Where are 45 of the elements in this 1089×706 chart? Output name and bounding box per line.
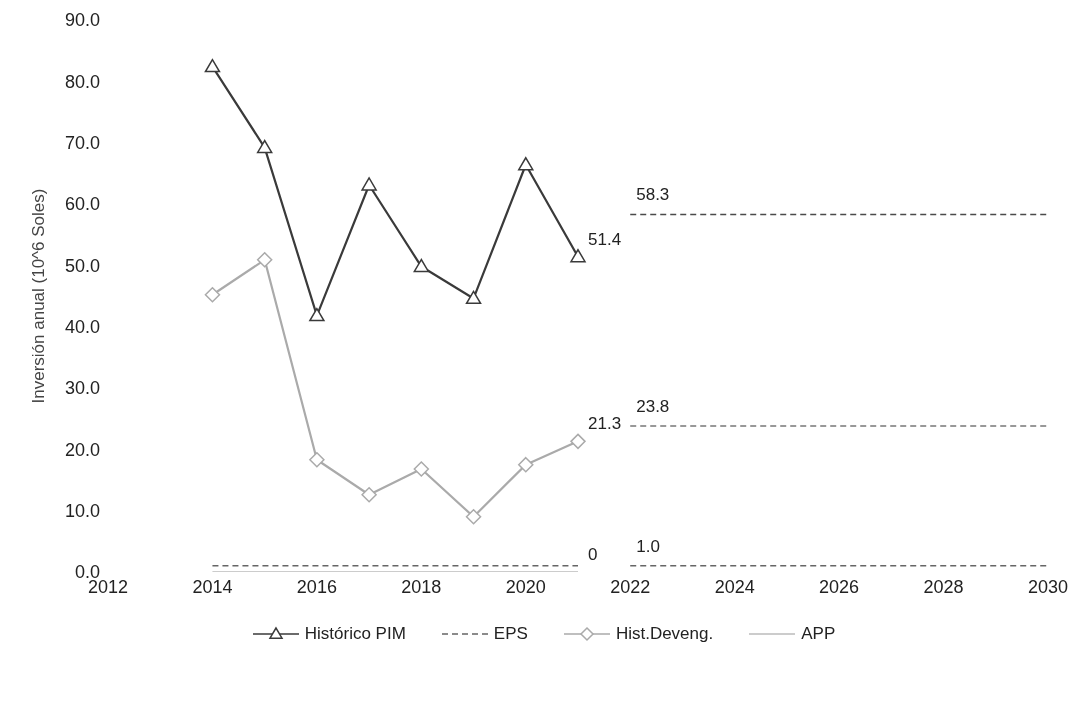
y-tick-label: 60.0 (64, 194, 100, 215)
legend-label: EPS (493, 624, 528, 644)
y-tick-label: 10.0 (64, 501, 100, 522)
y-tick-label: 70.0 (64, 133, 100, 154)
data-label: 0 (588, 545, 598, 564)
data-label: 1.0 (636, 536, 660, 556)
y-tick-label: 20.0 (64, 439, 100, 460)
x-tick-label: 2026 (819, 576, 860, 597)
point (204, 58, 221, 73)
point (256, 139, 273, 154)
x-tick-label: 2024 (714, 576, 755, 597)
data-label: 23.8 (636, 397, 670, 417)
point (570, 249, 586, 263)
point (413, 461, 430, 477)
x-tick-label: 2022 (610, 576, 651, 597)
y-tick-label: 30.0 (64, 378, 100, 399)
y-tick-label: 50.0 (64, 255, 100, 276)
point (465, 509, 482, 525)
data-label: 51.4 (588, 229, 622, 249)
x-tick-label: 2020 (505, 576, 546, 597)
point (518, 456, 534, 473)
x-tick-label: 2014 (192, 576, 233, 597)
x-tick-label: 2030 (1027, 576, 1069, 597)
legend-label: APP (801, 624, 836, 644)
y-tick-label: 80.0 (64, 71, 100, 92)
point (256, 252, 273, 268)
x-tick-label: 2028 (923, 576, 964, 597)
point (570, 433, 586, 450)
x-tick-label: 2016 (296, 576, 337, 597)
point (518, 157, 534, 171)
legend-label: Histórico PIM (304, 624, 406, 644)
point (413, 258, 430, 273)
data-label: 21.3 (588, 414, 622, 434)
point (361, 177, 377, 191)
point (361, 486, 377, 503)
x-tick-label: 2018 (401, 576, 442, 597)
y-tick-label: 40.0 (64, 317, 100, 338)
point (309, 452, 325, 468)
y-tick-label: 90.0 (64, 10, 100, 31)
data-label: 58.3 (636, 185, 670, 205)
legend-label: Hist.Deveng. (615, 624, 714, 644)
y-axis-title: Inversión anual (10^6 Soles) (29, 188, 49, 404)
point (465, 290, 482, 305)
point (309, 307, 325, 322)
point (204, 287, 221, 303)
